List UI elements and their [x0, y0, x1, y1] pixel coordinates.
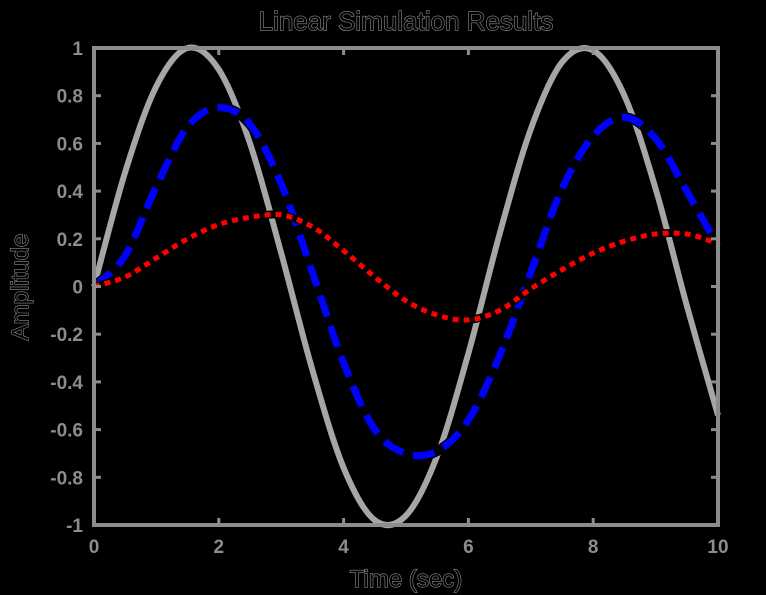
y-tick-label: -0.6: [50, 421, 83, 442]
y-tick-label: 0.2: [57, 230, 83, 251]
y-tick-label: -1: [66, 516, 83, 537]
ticks-layer: [92, 46, 720, 527]
y-tick-label: 1: [72, 39, 83, 60]
y-axis-title: Amplitude: [7, 234, 34, 341]
y-tick-label: 0.4: [57, 182, 84, 203]
x-axis-title: Time (sec): [350, 566, 462, 593]
chart-title: Linear Simulation Results: [259, 6, 554, 36]
series-3-line: [93, 211, 719, 323]
y-tick-label: 0.8: [57, 87, 83, 108]
series-2-outline: [90, 102, 723, 461]
series-3-outline: [92, 210, 720, 325]
series-1-line: [91, 44, 721, 529]
y-tick-label: -0.8: [50, 468, 83, 489]
series-2-line: [91, 104, 722, 460]
x-tick-label: 8: [588, 537, 599, 558]
tick-labels-layer: 0 2 4 6 8 10 -1 -0.8 -0.6 -0.4 -0.2 0 0.2 0.4 0.6 0.8 1: [50, 39, 728, 558]
y-tick-label: -0.2: [50, 325, 83, 346]
x-tick-label: 6: [463, 537, 474, 558]
y-tick-label: 0: [72, 278, 83, 299]
x-tick-label: 10: [707, 537, 728, 558]
y-tick-label: -0.4: [50, 373, 83, 394]
x-tick-label: 4: [338, 537, 349, 558]
x-tick-label: 2: [214, 537, 225, 558]
y-tick-label: 0.6: [57, 134, 83, 155]
series-layer: [89, 43, 723, 530]
x-tick-label: 0: [89, 537, 100, 558]
